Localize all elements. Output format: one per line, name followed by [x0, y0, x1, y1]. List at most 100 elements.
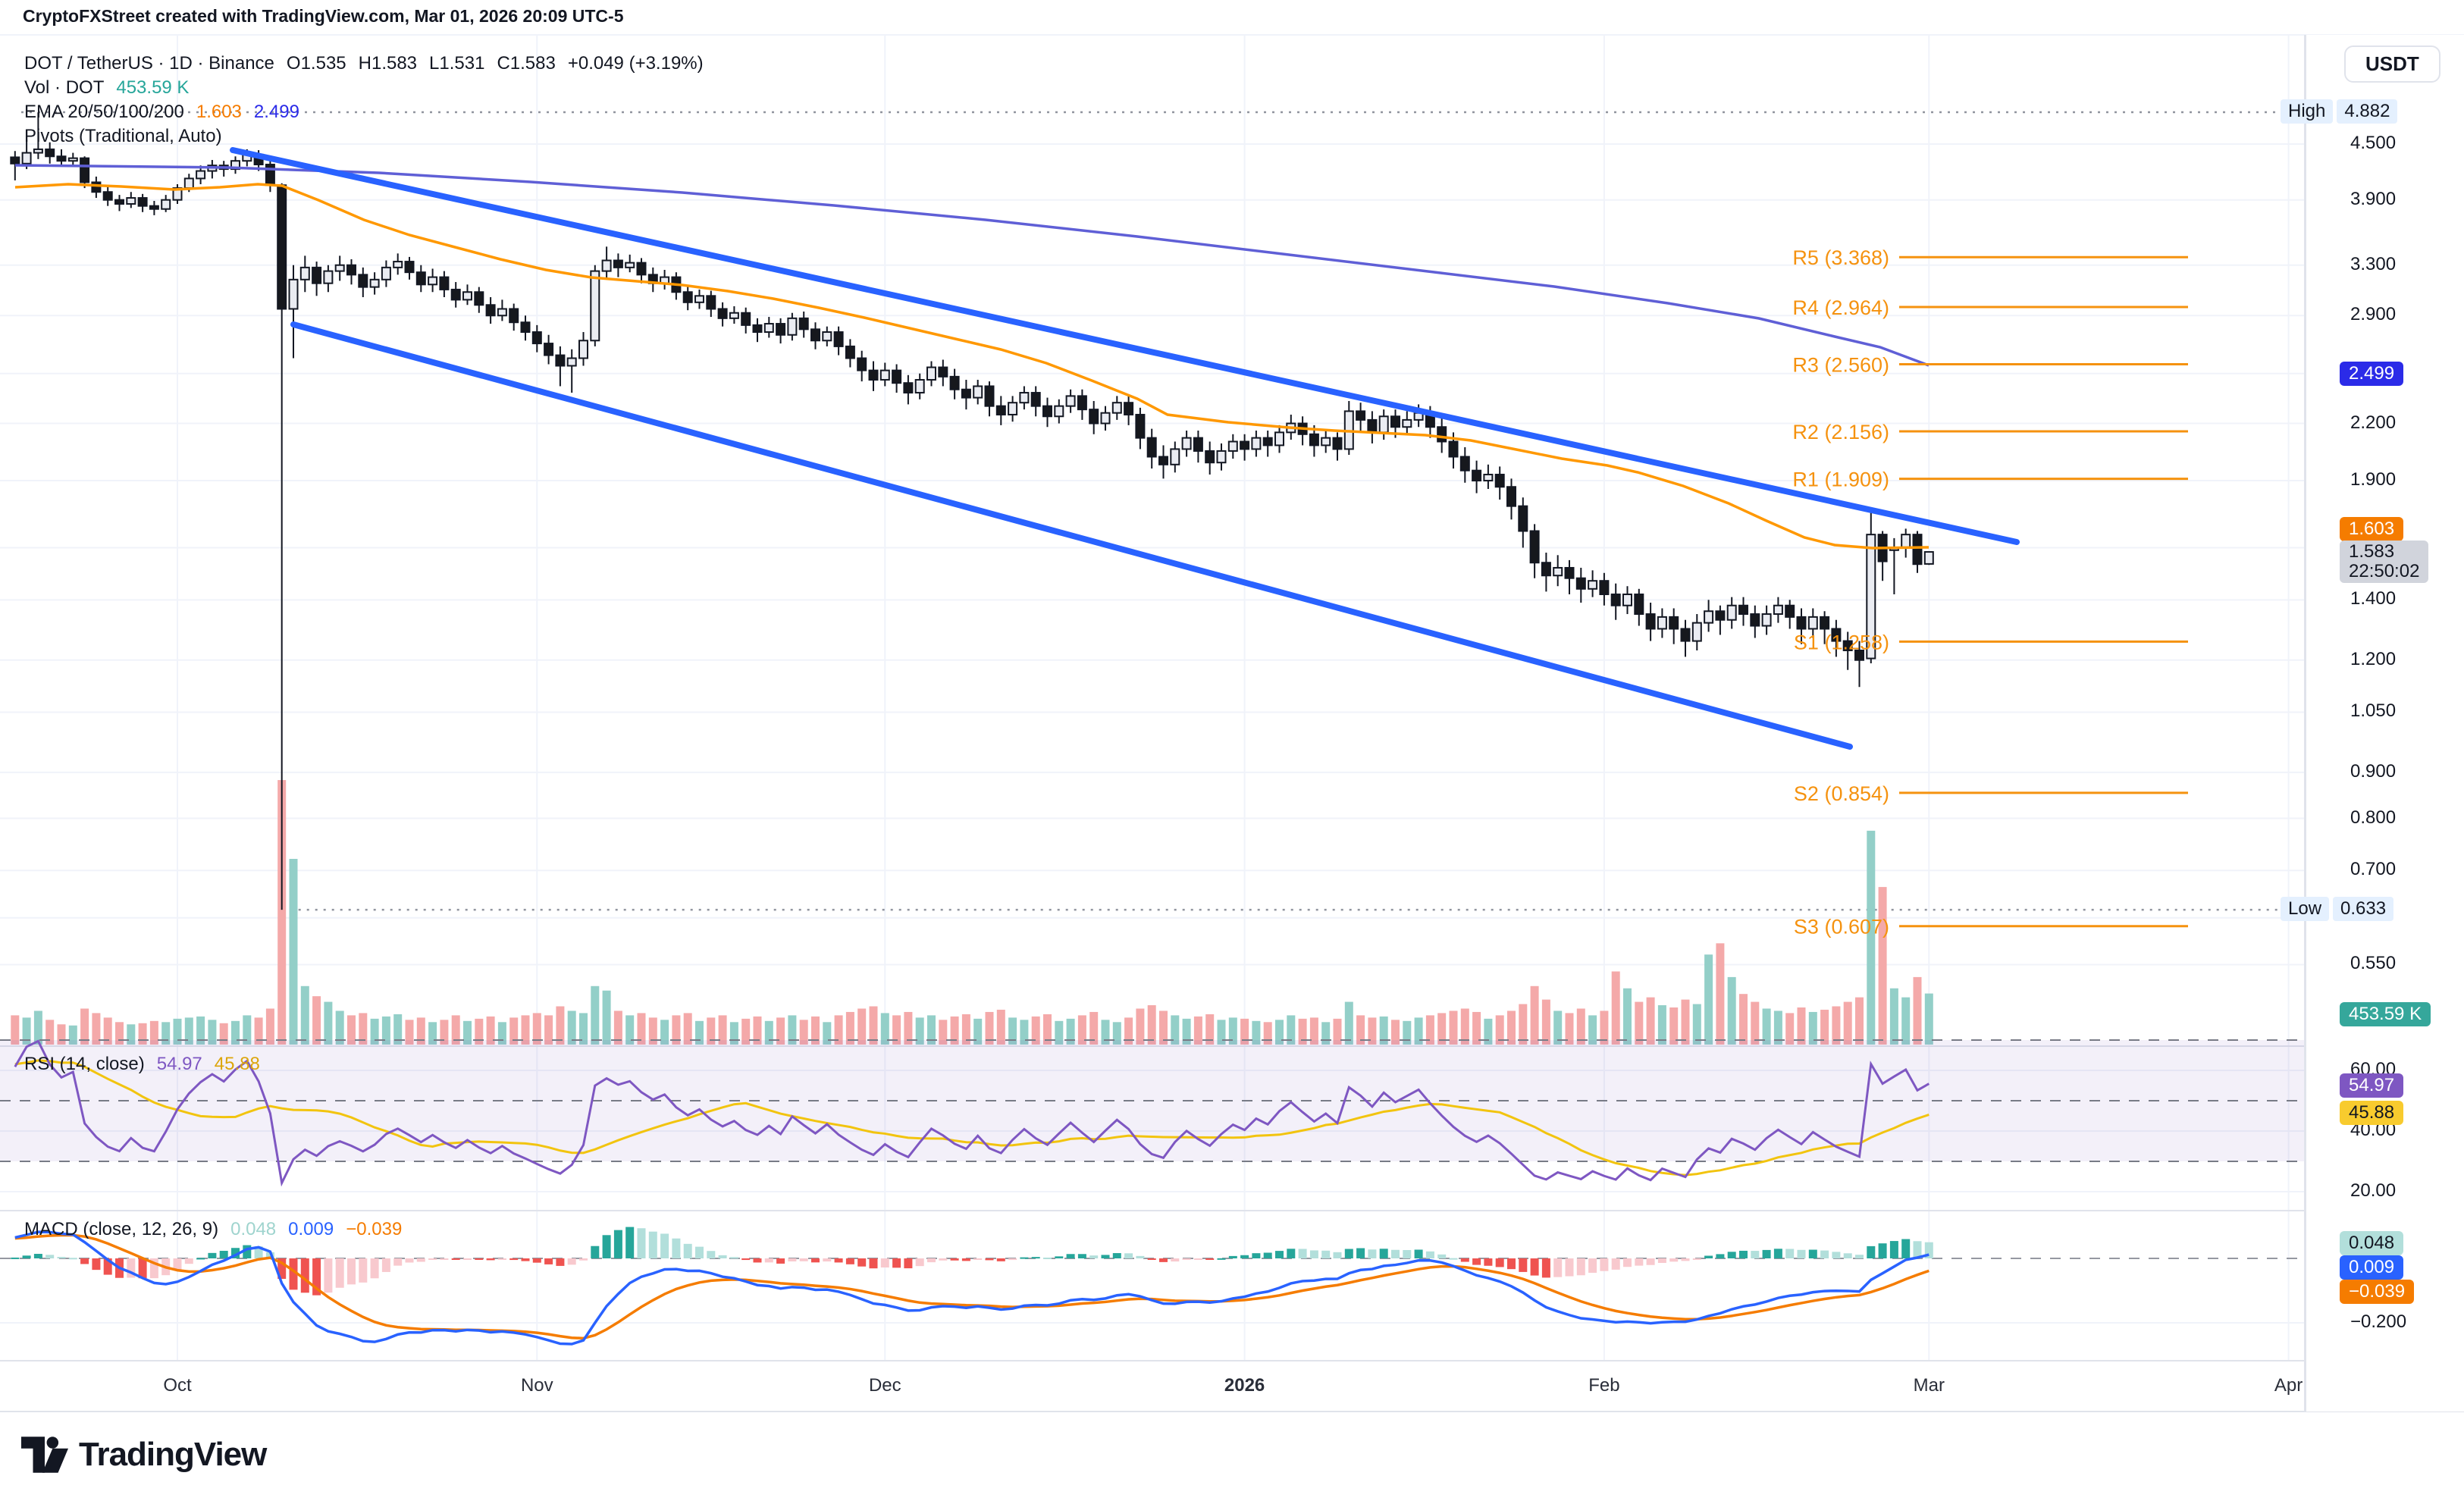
candle — [1251, 430, 1262, 457]
price-tick: 1.400 — [2350, 588, 2397, 609]
candle — [613, 253, 623, 277]
volume-bar — [579, 1013, 588, 1045]
volume-bar — [1797, 1007, 1806, 1045]
macd-histogram-bar — [1495, 1258, 1504, 1267]
symbol-legend[interactable]: DOT / TetherUS · 1D · Binance O1.535 H1.… — [24, 53, 704, 74]
candle — [845, 339, 855, 368]
candle — [1785, 600, 1795, 629]
macd-legend-label[interactable]: MACD (close, 12, 26, 9) — [24, 1219, 219, 1239]
symbol-title[interactable]: DOT / TetherUS · 1D · Binance — [24, 53, 274, 74]
macd-histogram-bar — [1913, 1241, 1922, 1258]
trendline[interactable] — [230, 147, 2020, 545]
volume-legend-label[interactable]: Vol · DOT — [24, 77, 105, 98]
price-tick: 3.900 — [2350, 188, 2397, 209]
macd-legend[interactable]: MACD (close, 12, 26, 9) 0.048 0.009 −0.0… — [24, 1219, 402, 1240]
volume-bar — [1843, 1001, 1852, 1045]
macd-histogram-bar — [625, 1227, 635, 1258]
macd-pane[interactable] — [0, 1227, 2305, 1346]
volume-bar — [451, 1015, 460, 1045]
macd-histogram-bar — [602, 1235, 611, 1258]
volume-bar — [950, 1016, 959, 1045]
candle — [694, 289, 704, 309]
volume-bar — [1565, 1013, 1574, 1045]
candle — [1842, 631, 1853, 670]
macd-histogram-bar — [1785, 1249, 1795, 1258]
macd-histogram-bar — [1124, 1253, 1133, 1258]
candle — [1367, 411, 1378, 443]
volume-bar — [764, 1020, 773, 1045]
price-tick: 3.300 — [2350, 253, 2397, 274]
volume-bar — [915, 1017, 924, 1045]
volume-bar — [613, 1010, 622, 1045]
volume-bar — [1495, 1015, 1504, 1045]
macd-histogram-bar — [1368, 1249, 1377, 1258]
volume-bar — [1379, 1016, 1388, 1045]
price-tick: 1.200 — [2350, 648, 2397, 669]
candle — [1715, 605, 1726, 635]
rsi-legend[interactable]: RSI (14, close) 54.97 45.88 — [24, 1054, 260, 1075]
candle — [660, 270, 670, 290]
currency-toggle-button[interactable]: USDT — [2344, 45, 2440, 83]
volume-bar — [1611, 971, 1620, 1045]
main-price-pane[interactable]: R5 (3.368) R4 (2.964) R3 (2.560) R2 (2.156)… — [10, 111, 2305, 1045]
candle — [1541, 553, 1551, 592]
candle — [1761, 605, 1772, 635]
volume-bar — [405, 1020, 414, 1045]
volume-bar — [1785, 1013, 1795, 1045]
macd-histogram-bar — [1287, 1249, 1296, 1258]
volume-bar — [1321, 1022, 1331, 1045]
candle — [45, 142, 55, 164]
macd-histogram-bar — [184, 1258, 193, 1264]
volume-bar — [961, 1014, 970, 1045]
volume-bar — [834, 1015, 843, 1045]
volume-bar — [1646, 997, 1655, 1045]
rsi-pane[interactable] — [0, 1039, 2305, 1187]
volume-bar — [1704, 954, 1713, 1045]
volume-bar — [1867, 830, 1876, 1045]
macd-histogram-bar — [1576, 1258, 1585, 1276]
macd-histogram-bar — [996, 1258, 1005, 1261]
pivots-legend-label[interactable]: Pivots (Traditional, Auto) — [24, 126, 222, 146]
macd-signal-badge: −0.039 — [2340, 1279, 2415, 1304]
volume-bar — [1657, 1005, 1666, 1045]
ohlc-low: L1.531 — [429, 53, 485, 74]
macd-histogram-bar — [788, 1258, 797, 1261]
tradingview-logo[interactable]: TradingView — [21, 1436, 267, 1474]
pivot-label: S3 (0.607) — [1794, 916, 1889, 938]
volume-legend[interactable]: Vol · DOT 453.59 K — [24, 77, 189, 99]
volume-bar — [625, 1015, 635, 1045]
volume-bars — [11, 780, 1933, 1045]
candle — [1877, 531, 1888, 581]
volume-bar — [265, 1008, 274, 1045]
candle — [509, 303, 519, 331]
pivot-label: S1 (1.258) — [1794, 631, 1889, 653]
trendline[interactable] — [290, 321, 1853, 750]
candle — [763, 317, 774, 338]
macd-histogram-bar — [497, 1258, 506, 1260]
macd-histogram-bar — [440, 1258, 449, 1260]
chart-canvas[interactable]: R5 (3.368) R4 (2.964) R3 (2.560) R2 (2.156)… — [0, 0, 2464, 1418]
ema-legend[interactable]: EMA 20/50/100/200 1.603 2.499 — [24, 102, 299, 123]
candle — [1704, 600, 1714, 632]
rsi-legend-label[interactable]: RSI (14, close) — [24, 1054, 145, 1074]
volume-bar — [985, 1011, 994, 1045]
volume-bar — [973, 1018, 983, 1045]
candle — [892, 364, 902, 393]
price-axis-panel[interactable] — [2305, 35, 2464, 1412]
volume-bar — [1031, 1016, 1040, 1045]
candle — [1193, 430, 1203, 463]
volume-bar — [103, 1017, 112, 1045]
macd-histogram-bar — [149, 1258, 158, 1279]
candle — [741, 307, 751, 334]
macd-histogram-bar — [648, 1231, 657, 1258]
pivots-legend[interactable]: Pivots (Traditional, Auto) — [24, 126, 222, 147]
candle — [1124, 396, 1134, 425]
ema-legend-label[interactable]: EMA 20/50/100/200 — [24, 102, 184, 122]
candle — [752, 318, 763, 343]
macd-histogram-bar — [1391, 1249, 1400, 1258]
candle — [1854, 641, 1864, 688]
candle — [369, 272, 380, 295]
candle — [80, 156, 90, 189]
candle — [497, 299, 507, 321]
candle — [474, 287, 484, 313]
